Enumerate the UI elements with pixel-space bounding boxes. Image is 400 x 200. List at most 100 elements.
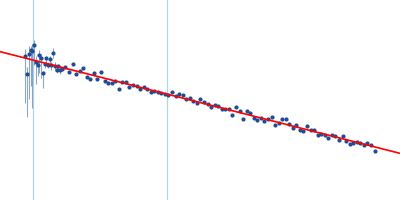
- Point: [126, 86, 133, 89]
- Point: [98, 70, 104, 74]
- Point: [76, 70, 83, 73]
- Point: [297, 129, 303, 132]
- Point: [57, 69, 63, 72]
- Point: [190, 99, 196, 103]
- Point: [314, 134, 321, 137]
- Point: [50, 51, 56, 54]
- Point: [119, 80, 126, 84]
- Point: [276, 121, 282, 124]
- Point: [112, 79, 118, 82]
- Point: [194, 101, 200, 104]
- Point: [244, 109, 250, 112]
- Point: [101, 79, 108, 82]
- Point: [180, 93, 186, 96]
- Point: [91, 72, 97, 75]
- Point: [24, 72, 30, 76]
- Point: [48, 63, 55, 66]
- Point: [350, 141, 356, 145]
- Point: [290, 126, 296, 129]
- Point: [176, 93, 182, 96]
- Point: [162, 92, 168, 95]
- Point: [286, 123, 292, 126]
- Point: [151, 90, 158, 93]
- Point: [38, 56, 44, 59]
- Point: [87, 77, 94, 80]
- Point: [233, 106, 239, 109]
- Point: [45, 64, 51, 67]
- Point: [183, 97, 190, 100]
- Point: [62, 65, 69, 69]
- Point: [116, 87, 122, 90]
- Point: [304, 125, 310, 128]
- Point: [140, 85, 147, 88]
- Point: [41, 63, 48, 66]
- Point: [329, 133, 335, 136]
- Point: [26, 52, 32, 55]
- Point: [346, 142, 353, 146]
- Point: [158, 92, 164, 95]
- Point: [222, 107, 228, 110]
- Point: [130, 83, 136, 86]
- Point: [293, 124, 300, 127]
- Point: [137, 87, 143, 90]
- Point: [33, 60, 39, 63]
- Point: [261, 119, 268, 122]
- Point: [322, 134, 328, 137]
- Point: [218, 107, 225, 110]
- Point: [105, 81, 111, 84]
- Point: [215, 104, 222, 107]
- Point: [43, 57, 50, 60]
- Point: [226, 108, 232, 111]
- Point: [123, 81, 129, 84]
- Point: [212, 103, 218, 107]
- Point: [268, 115, 275, 118]
- Point: [368, 143, 374, 146]
- Point: [52, 65, 58, 68]
- Point: [272, 124, 278, 127]
- Point: [55, 65, 62, 68]
- Point: [108, 82, 115, 85]
- Point: [343, 139, 349, 142]
- Point: [254, 118, 260, 121]
- Point: [258, 116, 264, 120]
- Point: [66, 70, 72, 73]
- Point: [250, 116, 257, 120]
- Point: [40, 71, 46, 75]
- Point: [28, 48, 34, 52]
- Point: [307, 128, 314, 132]
- Point: [364, 141, 371, 145]
- Point: [318, 133, 324, 136]
- Point: [169, 91, 175, 94]
- Point: [80, 67, 86, 70]
- Point: [339, 134, 346, 138]
- Point: [357, 142, 364, 145]
- Point: [69, 62, 76, 65]
- Point: [197, 98, 204, 101]
- Point: [204, 103, 211, 106]
- Point: [34, 63, 41, 66]
- Point: [236, 109, 243, 112]
- Point: [165, 94, 172, 97]
- Point: [332, 135, 339, 138]
- Point: [73, 72, 79, 75]
- Point: [36, 53, 42, 57]
- Point: [148, 90, 154, 93]
- Point: [229, 113, 236, 117]
- Point: [354, 140, 360, 144]
- Point: [361, 144, 367, 147]
- Point: [46, 57, 53, 61]
- Point: [240, 117, 246, 120]
- Point: [22, 54, 29, 57]
- Point: [336, 139, 342, 142]
- Point: [187, 96, 193, 99]
- Point: [300, 130, 307, 133]
- Point: [265, 117, 271, 120]
- Point: [247, 112, 253, 115]
- Point: [371, 150, 378, 153]
- Point: [54, 69, 60, 72]
- Point: [84, 76, 90, 79]
- Point: [31, 43, 37, 46]
- Point: [279, 117, 285, 121]
- Point: [155, 90, 161, 93]
- Point: [208, 105, 214, 109]
